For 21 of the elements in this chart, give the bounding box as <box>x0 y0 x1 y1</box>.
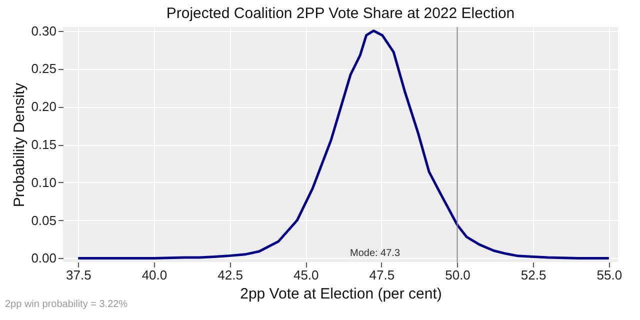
chart-title: Projected Coalition 2PP Vote Share at 2022 Election <box>166 4 515 22</box>
x-tick-label: 37.5 <box>66 268 92 282</box>
y-tick-label: 0.25 <box>31 61 56 76</box>
x-tick-label: 42.5 <box>218 268 243 282</box>
x-tick-label: 52.5 <box>520 268 546 282</box>
x-tick-label: 50.0 <box>445 268 470 282</box>
x-tick-label: 55.0 <box>596 268 622 282</box>
x-tick-label: 45.0 <box>293 268 319 282</box>
y-tick-label: 0.10 <box>31 174 56 190</box>
x-tick-label: 47.5 <box>369 268 395 282</box>
y-tick-label: 0.30 <box>31 23 56 38</box>
annotation: Mode: 47.3 <box>350 248 400 259</box>
x-axis-title: 2pp Vote at Election (per cent) <box>240 286 442 302</box>
x-tick-label: 40.0 <box>142 268 168 282</box>
y-tick-label: 0.20 <box>31 99 56 114</box>
y-tick-label: 0.00 <box>31 250 56 266</box>
line-series <box>76 30 610 260</box>
text: 2pp win probability = 3.22% <box>5 299 128 310</box>
y-tick-label: 0.05 <box>31 212 56 228</box>
y-tick-label: 0.15 <box>31 137 56 152</box>
y-axis-title: Probability Density <box>11 82 28 208</box>
